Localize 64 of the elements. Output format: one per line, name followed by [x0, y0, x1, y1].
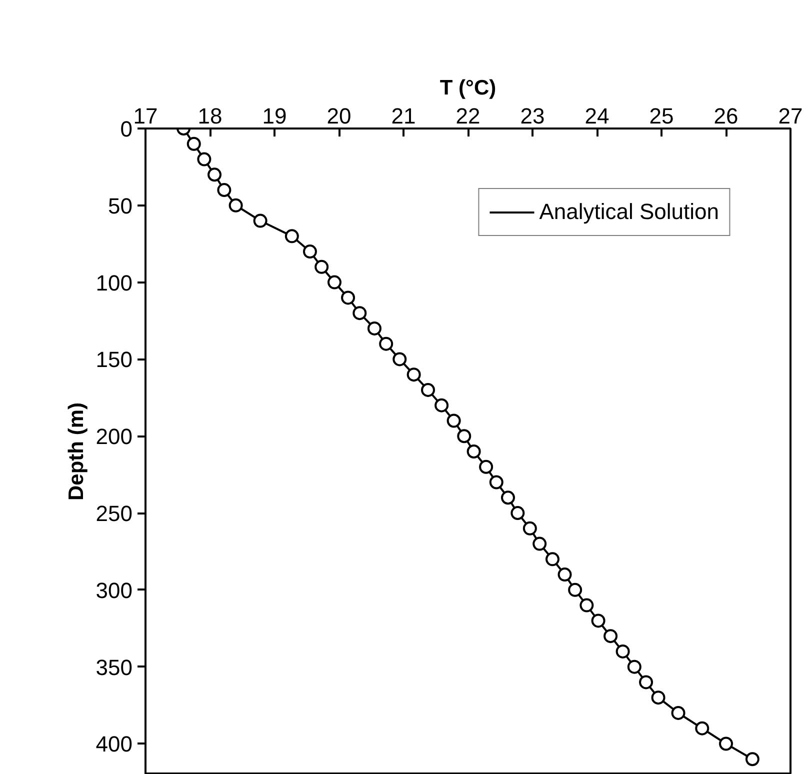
point: [489, 475, 504, 490]
point: [352, 306, 367, 320]
x-tick-label: 17: [133, 104, 158, 128]
point: [522, 521, 537, 536]
point: [532, 536, 547, 551]
point: [719, 736, 733, 751]
point: [406, 368, 421, 382]
y-tick-label: 50: [108, 193, 133, 218]
point: [327, 275, 342, 290]
point: [604, 629, 618, 644]
point: [186, 136, 201, 151]
point: [457, 429, 472, 444]
point: [558, 568, 572, 582]
point: [314, 260, 329, 274]
point: [228, 198, 243, 212]
x-tick-label: 20: [326, 104, 352, 128]
x-tick-label: 18: [198, 104, 222, 128]
point: [510, 506, 525, 520]
y-tick-label: 400: [96, 732, 133, 757]
y-tick-label: 200: [96, 424, 133, 450]
y-tick-label: 300: [96, 578, 133, 603]
y-tick-label: 100: [96, 270, 133, 296]
point: [392, 352, 407, 366]
point: [479, 460, 494, 474]
x-tick-label: 24: [584, 104, 610, 128]
point: [745, 752, 760, 766]
point: [302, 244, 317, 259]
x-tick-label: 21: [391, 104, 416, 128]
point: [367, 321, 382, 336]
point: [500, 490, 515, 505]
point: [627, 660, 642, 674]
point: [421, 382, 436, 397]
point: [616, 644, 630, 658]
x-tick-label: 26: [714, 104, 738, 128]
x-tick-label: 23: [520, 104, 545, 128]
point: [591, 614, 606, 628]
y-tick-label: 250: [96, 501, 133, 526]
x-axis-title: T (°C): [440, 76, 496, 100]
point: [639, 675, 654, 690]
y-tick-label: 350: [96, 654, 133, 680]
point: [568, 582, 582, 597]
point: [446, 414, 461, 428]
legend-label: Analytical Solution: [539, 199, 719, 225]
point: [253, 214, 268, 228]
point: [341, 290, 356, 305]
x-tick-label: 22: [456, 104, 480, 128]
point: [545, 552, 560, 566]
point: [284, 229, 299, 244]
point: [651, 690, 666, 705]
point: [695, 721, 710, 736]
point: [671, 706, 686, 720]
y-tick-label: 150: [96, 347, 133, 372]
x-tick-label: 19: [262, 104, 287, 128]
point: [208, 168, 222, 182]
point: [466, 444, 481, 458]
x-tick-label: 27: [778, 104, 803, 128]
y-tick-label: 0: [120, 116, 133, 142]
point: [217, 183, 232, 198]
point: [197, 152, 212, 166]
y-axis-title: Depth (m): [64, 402, 88, 500]
point: [580, 598, 594, 612]
point: [434, 398, 449, 412]
point: [379, 336, 394, 351]
x-tick-label: 25: [649, 104, 674, 128]
